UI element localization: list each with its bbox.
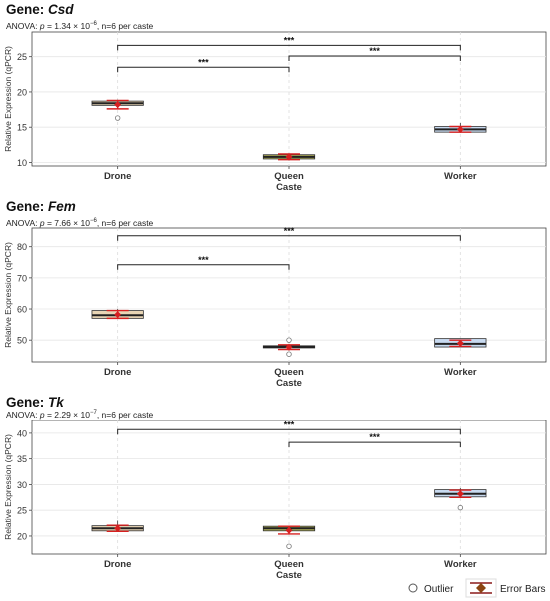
x-tick-label: Queen bbox=[274, 559, 304, 570]
y-tick-label: 15 bbox=[17, 123, 27, 133]
panel-title-fem: Gene: Fem bbox=[6, 199, 76, 214]
y-tick-label: 60 bbox=[17, 305, 27, 315]
significance-bracket bbox=[117, 235, 461, 241]
significance-label: *** bbox=[284, 35, 295, 45]
y-tick-label: 80 bbox=[17, 242, 27, 252]
x-tick-label: Queen bbox=[274, 367, 304, 378]
outlier-point bbox=[286, 351, 292, 357]
panel-subtitle-csd: ANOVA: p = 1.34 × 10−6, n=6 per caste bbox=[6, 21, 154, 31]
significance-label: *** bbox=[284, 420, 295, 429]
y-tick-label: 35 bbox=[17, 454, 27, 464]
y-tick-label: 20 bbox=[17, 87, 27, 97]
legend: Outlier Error Bars bbox=[408, 578, 546, 598]
legend-mean-diamond bbox=[476, 583, 486, 593]
outlier-point bbox=[286, 543, 292, 549]
x-tick-label: Queen bbox=[274, 171, 304, 182]
y-tick-label: 30 bbox=[17, 480, 27, 490]
outlier-point bbox=[286, 337, 292, 343]
x-axis-title: Caste bbox=[276, 570, 302, 578]
significance-label: *** bbox=[369, 432, 380, 442]
x-tick-label: Worker bbox=[444, 559, 477, 570]
panel-title-tk: Gene: Tk bbox=[6, 395, 64, 410]
y-tick-label: 25 bbox=[17, 52, 27, 62]
mean-marker bbox=[285, 343, 293, 351]
legend-outlier-marker bbox=[408, 583, 418, 593]
significance-bracket bbox=[288, 441, 461, 448]
outlier-point bbox=[114, 115, 121, 121]
significance-label: *** bbox=[198, 57, 209, 67]
significance-bracket bbox=[117, 264, 290, 270]
mean-marker bbox=[456, 490, 464, 498]
significance-label: *** bbox=[369, 46, 380, 56]
chart-csd: 10 15 20 25 Drone Queen Worker Caste Relative Ex… bbox=[3, 31, 547, 192]
x-axis-title: Caste bbox=[276, 182, 302, 192]
y-tick-label: 10 bbox=[17, 158, 27, 168]
x-tick-label: Drone bbox=[104, 171, 131, 182]
significance-label: *** bbox=[198, 255, 209, 265]
outlier-point bbox=[457, 504, 464, 511]
panel-subtitle-tk: ANOVA: p = 2.29 × 10−7, n=6 per caste bbox=[6, 410, 154, 420]
y-axis-title: Relative Expression (qPCR) bbox=[3, 242, 13, 348]
chart-tk: 20 25 30 35 40 Drone Queen Worker Caste Relative … bbox=[3, 420, 547, 578]
y-tick-label: 25 bbox=[17, 506, 27, 516]
y-tick-label: 20 bbox=[17, 531, 27, 541]
significance-label: *** bbox=[284, 226, 295, 236]
x-tick-label: Worker bbox=[444, 171, 477, 182]
x-axis-title: Caste bbox=[276, 378, 302, 388]
y-tick-label: 70 bbox=[17, 273, 27, 283]
panel-subtitle-fem: ANOVA: p = 7.66 × 10−6, n=6 per caste bbox=[6, 218, 154, 228]
chart-fem: 50 60 70 80 Drone Queen Worker Caste Relative Ex… bbox=[3, 226, 547, 388]
significance-bracket bbox=[117, 428, 461, 435]
panel-title-csd: Gene: Csd bbox=[6, 2, 74, 17]
y-tick-label: 40 bbox=[17, 428, 27, 438]
mean-marker bbox=[285, 153, 293, 161]
legend-outlier-label: Outlier bbox=[424, 584, 454, 595]
mean-marker bbox=[456, 125, 464, 133]
significance-bracket bbox=[117, 44, 461, 51]
x-tick-label: Drone bbox=[104, 367, 131, 378]
significance-bracket bbox=[288, 55, 461, 61]
mean-marker bbox=[114, 524, 122, 532]
mean-marker bbox=[114, 101, 122, 109]
x-tick-label: Worker bbox=[444, 367, 477, 378]
x-tick-label: Drone bbox=[104, 559, 131, 570]
mean-marker bbox=[114, 311, 122, 319]
legend-error-bars-label: Error Bars bbox=[500, 584, 546, 595]
mean-marker bbox=[285, 526, 293, 534]
y-axis-title: Relative Expression (qPCR) bbox=[3, 434, 13, 540]
y-tick-label: 50 bbox=[17, 336, 27, 346]
mean-marker bbox=[456, 339, 464, 347]
y-axis-title: Relative Expression (qPCR) bbox=[3, 46, 13, 152]
significance-bracket bbox=[117, 66, 290, 73]
